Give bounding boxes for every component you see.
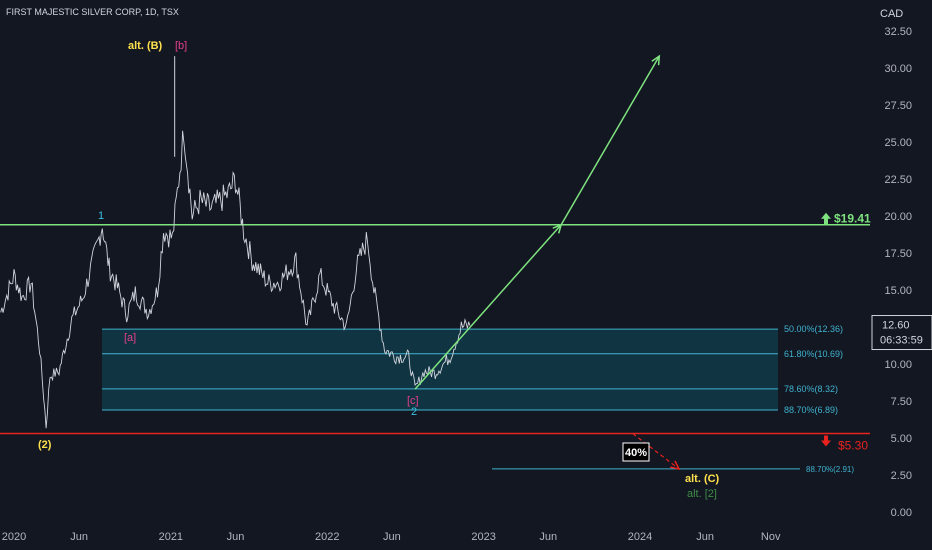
- price-axis: 32.50 30.00 27.50 25.00 22.50 20.00 17.50 15.00…: [884, 26, 912, 519]
- wave-label-alt-c: alt. (C): [685, 473, 720, 485]
- time-tick-label: Jun: [70, 531, 88, 543]
- resistance-price-label: $19.41: [834, 212, 871, 226]
- support-price-label: $5.30: [838, 439, 868, 453]
- fib-label-786: 78.60%(8.32): [784, 384, 838, 394]
- support-arrow-icon: [821, 435, 831, 447]
- price-tick-label: 27.50: [884, 100, 912, 112]
- wave-label-1: 1: [98, 210, 104, 222]
- time-tick-label: Jun: [383, 531, 401, 543]
- price-tick-label: 32.50: [884, 26, 912, 38]
- wave-label-alt-b: alt. (B): [128, 40, 163, 52]
- time-tick-label: Jun: [227, 531, 245, 543]
- projection-leg-1: [414, 224, 562, 390]
- time-tick-label: Jun: [539, 531, 557, 543]
- price-tick-label: 20.00: [884, 211, 912, 223]
- price-tick-label: 7.50: [891, 396, 912, 408]
- time-axis: 2020 Jun 2021 Jun 2022 Jun 2023 Jun 2024 Jun Nov: [2, 531, 781, 543]
- fib-retracement-zone[interactable]: [102, 329, 778, 411]
- time-tick-label: Nov: [761, 531, 781, 543]
- arrowhead-icon: [651, 54, 661, 66]
- wave-label-alt-2: alt. [2]: [687, 488, 717, 500]
- price-tick-label: 15.00: [884, 285, 912, 297]
- price-series-line: [0, 130, 471, 429]
- fib-label-887: 88.70%(6.89): [784, 405, 838, 415]
- bullish-projection-arrows[interactable]: [414, 54, 661, 390]
- fib-label-887-low: 88.70%(2.91): [806, 465, 854, 474]
- wave-label-2-paren: (2): [38, 439, 52, 451]
- projection-leg-2: [560, 55, 660, 226]
- wave-label-2: 2: [411, 406, 417, 418]
- price-tick-label: 30.00: [884, 63, 912, 75]
- currency-label: CAD: [880, 8, 903, 20]
- price-tick-label: 25.00: [884, 137, 912, 149]
- fib-label-50: 50.00%(12.36): [784, 324, 843, 334]
- time-tick-label: 2023: [471, 531, 495, 543]
- resistance-arrow-icon: [821, 212, 831, 225]
- fib-lines: [102, 328, 778, 411]
- wave-label-c: [c]: [407, 395, 419, 407]
- price-tick-label: 17.50: [884, 248, 912, 260]
- price-tick-label: 0.00: [891, 507, 912, 519]
- price-tick-label: 10.00: [884, 359, 912, 371]
- last-price-value: 12.60: [882, 320, 910, 332]
- probability-label: 40%: [625, 447, 647, 459]
- time-tick-label: Jun: [696, 531, 714, 543]
- time-tick-label: 2022: [315, 531, 339, 543]
- wave-label-b: [b]: [175, 40, 187, 52]
- price-tick-label: 22.50: [884, 174, 912, 186]
- time-tick-label: 2021: [159, 531, 183, 543]
- last-price-tag: [871, 315, 932, 351]
- time-tick-label: 2020: [2, 531, 26, 543]
- wave-label-a: [a]: [124, 332, 136, 344]
- time-tick-label: 2024: [628, 531, 652, 543]
- bearish-projection-arrow[interactable]: [632, 433, 681, 470]
- symbol-title: FIRST MAJESTIC SILVER CORP, 1D, TSX: [6, 7, 179, 17]
- bearish-projection-line: [632, 433, 680, 470]
- price-tick-label: 5.00: [891, 433, 912, 445]
- bar-countdown: 06:33:59: [880, 335, 923, 347]
- probability-box: [622, 442, 650, 462]
- arrowhead-icon: [670, 460, 681, 470]
- fib-label-618: 61.80%(10.69): [784, 349, 843, 359]
- price-tick-label: 2.50: [891, 470, 912, 482]
